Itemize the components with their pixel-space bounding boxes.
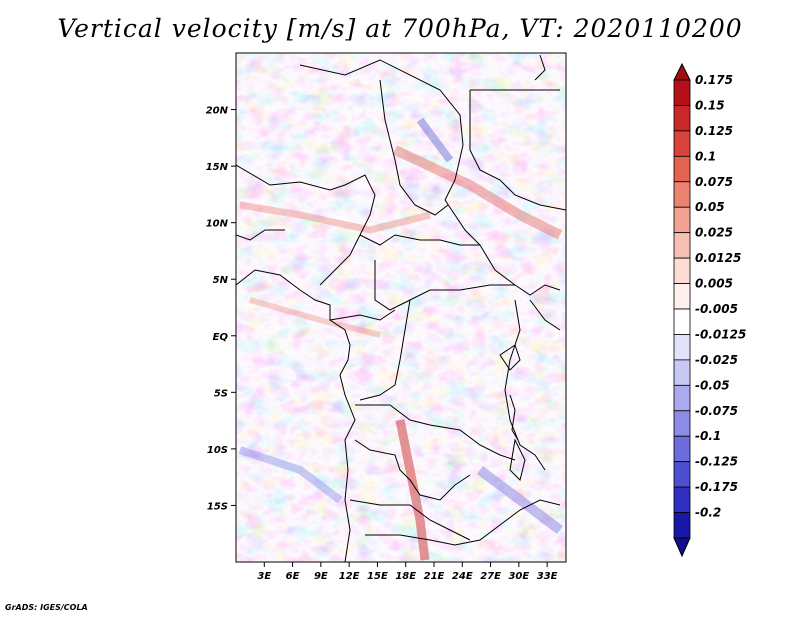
colorbar-label: -0.2	[695, 506, 721, 520]
lon-tick-label: 21E	[424, 571, 445, 582]
colorbar-swatch	[673, 155, 691, 183]
lat-tick-label: 15N	[206, 162, 229, 173]
colorbar-label: 0.125	[695, 124, 733, 138]
lon-tick-label: 12E	[339, 571, 360, 582]
lat-tick-label: 20N	[206, 106, 229, 117]
velocity-field	[236, 53, 566, 562]
colorbar-swatch	[673, 512, 691, 539]
colorbar-label: 0.0125	[695, 251, 741, 265]
colorbar-swatch	[673, 79, 691, 106]
colorbar-swatch	[673, 486, 691, 513]
colorbar-label: 0.025	[695, 226, 733, 240]
colorbar-label: -0.005	[695, 302, 738, 316]
lat-tick-label: 15S	[207, 501, 228, 512]
colorbar-label: 0.075	[695, 175, 733, 189]
colorbar-swatch	[673, 435, 691, 463]
lon-tick-label: 18E	[395, 571, 416, 582]
colorbar-label: -0.175	[695, 480, 738, 494]
colorbar-swatch	[673, 308, 691, 335]
lat-tick-label: 10S	[207, 445, 228, 456]
colorbar-swatch	[673, 232, 691, 259]
lon-tick-label: 9E	[314, 571, 328, 582]
colorbar-swatch	[673, 206, 691, 234]
colorbar: 0.175 0.15 0.125 0.1 0.075 0.05 0.025 0.0125 0.0…	[673, 62, 746, 558]
lat-tick-label: 10N	[206, 219, 229, 230]
colorbar-swatch	[673, 461, 691, 488]
colorbar-label: 0.1	[695, 149, 716, 163]
lat-tick-label: 5N	[213, 275, 229, 286]
colorbar-label: -0.125	[695, 455, 738, 469]
colorbar-swatch	[673, 410, 691, 437]
colorbar-label: -0.1	[695, 429, 721, 443]
colorbar-label: 0.005	[695, 277, 733, 291]
lon-tick-label: 6E	[286, 571, 300, 582]
lon-tick-label: 33E	[537, 571, 558, 582]
axis-layer: 20N 15N 10N 5N EQ 5S 10S 15S 3E 6E 9E 12E 15E 18E 21E 2…	[206, 106, 558, 582]
colorbar-label: -0.0125	[695, 327, 746, 341]
lon-tick-label: 15E	[367, 571, 388, 582]
country-borders	[236, 54, 566, 562]
lon-tick-label: 30E	[508, 571, 529, 582]
colorbar-swatch	[673, 257, 691, 284]
colorbar-label: 0.05	[695, 200, 725, 214]
lon-tick-label: 27E	[480, 571, 501, 582]
colorbar-label: -0.025	[695, 353, 738, 367]
lat-tick-label: 5S	[214, 388, 228, 399]
colorbar-label: -0.05	[695, 378, 730, 392]
lat-tick-label: EQ	[213, 332, 229, 343]
colorbar-top-arrow	[673, 62, 691, 81]
colorbar-swatch	[673, 181, 691, 208]
lon-tick-label: 3E	[257, 571, 271, 582]
colorbar-swatch	[673, 105, 691, 132]
map-frame	[235, 52, 567, 563]
colorbar-label: -0.075	[695, 404, 738, 418]
colorbar-swatch	[673, 359, 691, 386]
colorbar-label: 0.175	[695, 73, 733, 87]
colorbar-swatch	[673, 384, 691, 412]
colorbar-swatch	[673, 334, 691, 361]
lon-tick-label: 24E	[452, 571, 473, 582]
colorbar-swatch	[673, 130, 691, 157]
map-title: Vertical velocity [m/s] at 700hPa, VT: 2…	[57, 14, 743, 43]
colorbar-label: 0.15	[695, 98, 725, 112]
colorbar-bottom-arrow	[673, 537, 691, 558]
grads-credit: GrADS: IGES/COLA	[5, 603, 88, 612]
colorbar-swatch	[673, 283, 691, 310]
